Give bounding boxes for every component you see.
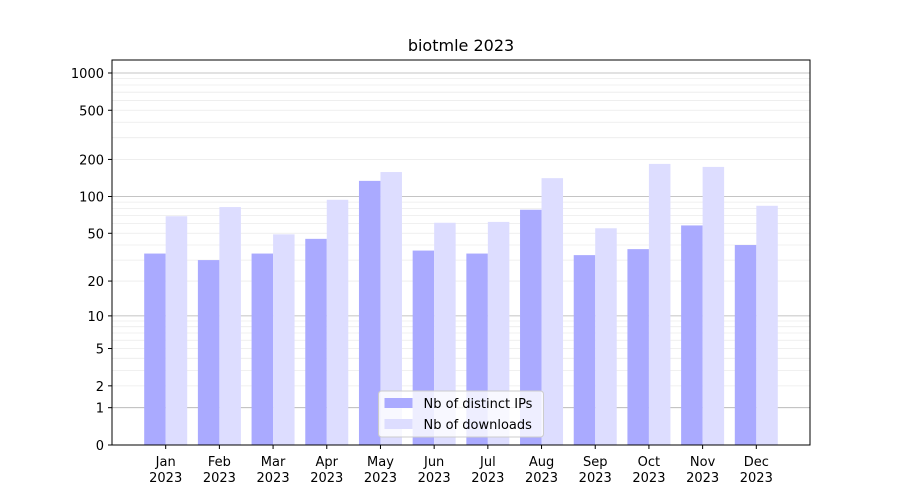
bar <box>165 216 188 445</box>
x-tick-label: Jun 2023 <box>418 455 451 486</box>
plot-frame <box>111 59 811 446</box>
legend-swatch <box>384 398 413 408</box>
y-tick-label: 20 <box>87 275 104 290</box>
bar <box>756 205 778 445</box>
x-tick-label: Apr 2023 <box>310 455 343 486</box>
bar <box>627 249 649 445</box>
x-tick-label: Aug 2023 <box>525 455 558 486</box>
bar <box>648 163 671 446</box>
bar <box>434 222 456 445</box>
bar <box>273 234 295 445</box>
y-tick-label: 1000 <box>71 67 104 82</box>
bar <box>219 207 241 445</box>
x-tick-label: May 2023 <box>364 455 397 486</box>
y-tick-label: 200 <box>79 153 104 168</box>
y-tick-label: 2 <box>96 380 104 395</box>
x-tick-label: Jul 2023 <box>471 455 504 486</box>
x-tick-label: Feb 2023 <box>203 455 236 486</box>
bar <box>520 209 542 445</box>
legend-box <box>378 390 544 438</box>
y-tick-label: 10 <box>87 310 104 325</box>
x-tick-label: Oct 2023 <box>632 455 665 486</box>
legend-label: Nb of downloads <box>424 418 533 433</box>
x-tick-label: Jan 2023 <box>149 455 182 486</box>
chart-title: biotmle 2023 <box>408 36 514 55</box>
bar <box>251 253 274 445</box>
bar <box>734 245 757 445</box>
bar <box>197 260 220 445</box>
y-tick-label: 5 <box>96 343 104 358</box>
y-tick-label: 1 <box>96 402 104 417</box>
y-tick-label: 500 <box>79 104 104 119</box>
x-tick-label: Nov 2023 <box>686 455 719 486</box>
bar <box>144 253 166 445</box>
x-tick-label: Dec 2023 <box>740 455 773 486</box>
bar <box>541 178 564 446</box>
legend-swatch <box>384 419 413 429</box>
bar <box>702 166 725 446</box>
y-tick-label: 50 <box>87 227 104 242</box>
bar <box>595 228 617 445</box>
bar <box>573 255 596 445</box>
bar <box>305 238 327 445</box>
bar <box>358 180 381 445</box>
bar <box>487 221 510 445</box>
bar <box>681 225 703 445</box>
legend-label: Nb of distinct IPs <box>424 397 533 412</box>
bar <box>326 199 349 445</box>
x-tick-label: Mar 2023 <box>257 455 290 486</box>
y-tick-label: 100 <box>79 190 104 205</box>
y-tick-label: 0 <box>96 439 104 454</box>
bar <box>380 172 402 445</box>
x-tick-label: Sep 2023 <box>579 455 612 486</box>
